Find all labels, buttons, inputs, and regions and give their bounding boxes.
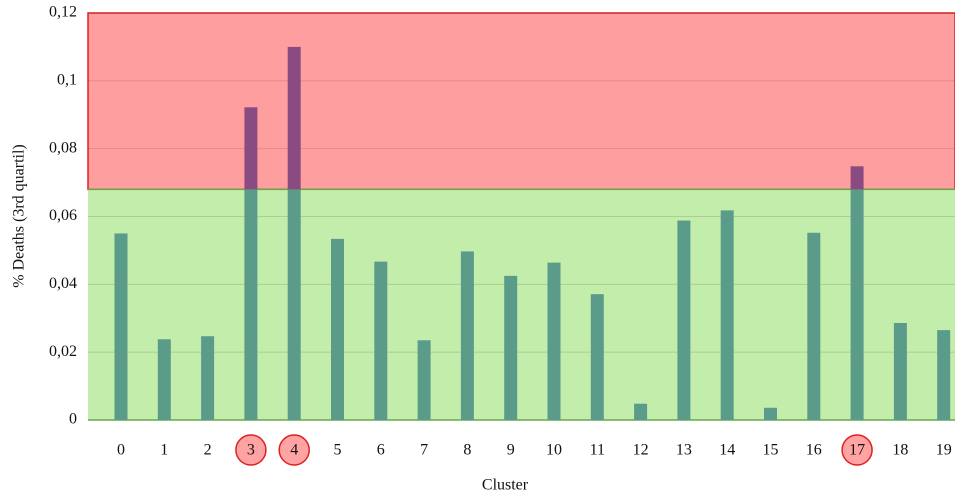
y-tick-label: 0,06: [49, 207, 77, 224]
bar: [807, 232, 821, 420]
x-tick-label: 16: [806, 442, 822, 459]
x-tick-label: 17: [849, 442, 865, 459]
bar: [634, 403, 648, 420]
x-tick-label: 13: [676, 442, 692, 459]
x-tick-label: 8: [463, 442, 471, 459]
x-tick-label: 14: [719, 442, 735, 459]
highlight-circle: [235, 434, 267, 466]
y-tick-label: 0,12: [49, 4, 77, 21]
x-axis-label: Cluster: [482, 477, 529, 494]
bar: [157, 339, 171, 420]
bar: [331, 238, 344, 420]
x-tick-label: 6: [377, 442, 385, 459]
bar-excess: [287, 46, 301, 190]
bar: [244, 189, 258, 420]
bar: [547, 262, 561, 420]
x-tick-label: 10: [546, 442, 562, 459]
highlight-circle: [841, 434, 873, 466]
x-tick-label: 0: [117, 442, 125, 459]
x-tick-label: 4: [290, 442, 298, 459]
x-tick-label: 7: [420, 442, 428, 459]
x-tick-label: 3: [247, 442, 255, 459]
y-axis-label: % Deaths (3rd quartil): [11, 144, 28, 288]
x-tick-label: 1: [160, 442, 168, 459]
bar: [937, 330, 951, 420]
bar: [460, 251, 474, 420]
bar: [720, 210, 734, 420]
y-tick-label: 0,02: [49, 343, 77, 360]
y-tick-label: 0,1: [57, 72, 77, 89]
x-tick-label: 2: [204, 442, 212, 459]
x-tick-label: 11: [590, 442, 605, 459]
bar: [374, 261, 388, 420]
bar: [287, 189, 301, 421]
bar: [417, 340, 431, 420]
bar: [677, 220, 691, 420]
highlight-circle: [278, 434, 310, 466]
bar-excess: [244, 107, 258, 190]
bar: [764, 407, 777, 420]
bar-excess: [850, 166, 864, 190]
bar: [114, 233, 128, 420]
y-tick-label: 0,04: [49, 275, 77, 292]
x-tick-label: 12: [633, 442, 649, 459]
x-tick-label: 15: [763, 442, 779, 459]
x-tick-label: 9: [507, 442, 515, 459]
safe-zone: [88, 189, 955, 420]
y-tick-label: 0,08: [49, 139, 77, 156]
bar: [850, 189, 864, 420]
bar: [504, 275, 518, 420]
bar: [590, 294, 604, 420]
bar: [201, 336, 215, 420]
danger-zone: [87, 12, 955, 191]
bar: [893, 322, 907, 420]
y-tick-label: 0: [69, 411, 77, 428]
x-tick-label: 18: [892, 442, 908, 459]
x-tick-label: 5: [334, 442, 342, 459]
x-tick-label: 19: [936, 442, 952, 459]
